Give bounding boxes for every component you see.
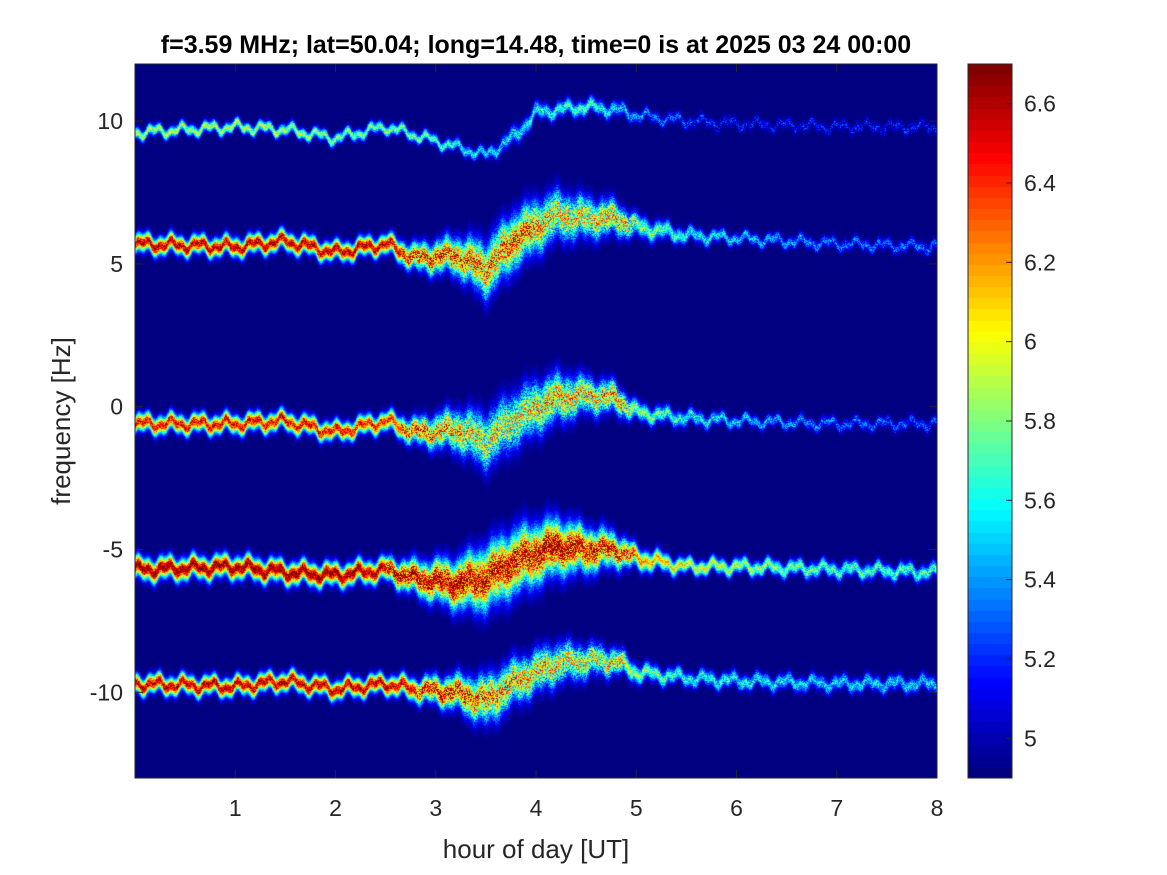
colorbar-tick-label: 6.4 bbox=[1024, 170, 1056, 196]
x-tick-label: 6 bbox=[730, 795, 743, 821]
colorbar-tick-label: 5.8 bbox=[1024, 408, 1056, 434]
colorbar-gradient bbox=[968, 64, 1012, 778]
x-axis-label: hour of day [UT] bbox=[443, 834, 629, 864]
y-tick-label: 10 bbox=[97, 108, 123, 134]
colorbar-tick-label: 6 bbox=[1024, 329, 1037, 355]
x-tick-label: 3 bbox=[429, 795, 442, 821]
chart-title: f=3.59 MHz; lat=50.04; long=14.48, time=… bbox=[161, 31, 911, 59]
x-tick-label: 7 bbox=[830, 795, 843, 821]
y-axis-label: frequency [Hz] bbox=[46, 337, 76, 505]
colorbar-tick-label: 5.2 bbox=[1024, 646, 1056, 672]
y-tick-label: -5 bbox=[103, 537, 123, 563]
x-tick-label: 5 bbox=[630, 795, 643, 821]
y-tick-label: 0 bbox=[110, 394, 123, 420]
x-tick-label: 8 bbox=[931, 795, 944, 821]
y-tick-label: -10 bbox=[90, 679, 123, 705]
colorbar-ticks: 5 5.2 5.4 5.6 5.8 6 6.2 6.4 6.6 bbox=[1006, 91, 1056, 751]
x-tick-label: 1 bbox=[229, 795, 242, 821]
colorbar-tick-label: 5.6 bbox=[1024, 487, 1056, 513]
heatmap-image bbox=[135, 64, 937, 778]
x-tick-label: 2 bbox=[329, 795, 342, 821]
colorbar-tick-label: 5.4 bbox=[1024, 567, 1056, 593]
x-axis: 1 2 3 4 5 6 7 8 bbox=[229, 64, 944, 821]
colorbar: 5 5.2 5.4 5.6 5.8 6 6.2 6.4 6.6 bbox=[967, 63, 1056, 779]
colorbar-tick-label: 6.6 bbox=[1024, 91, 1056, 117]
colorbar-tick-label: 6.2 bbox=[1024, 249, 1056, 275]
x-tick-label: 4 bbox=[530, 795, 543, 821]
plot-area bbox=[134, 63, 938, 779]
y-tick-label: 5 bbox=[110, 251, 123, 277]
y-axis: -10 -5 0 5 10 bbox=[90, 108, 937, 705]
colorbar-tick-label: 5 bbox=[1024, 725, 1037, 751]
